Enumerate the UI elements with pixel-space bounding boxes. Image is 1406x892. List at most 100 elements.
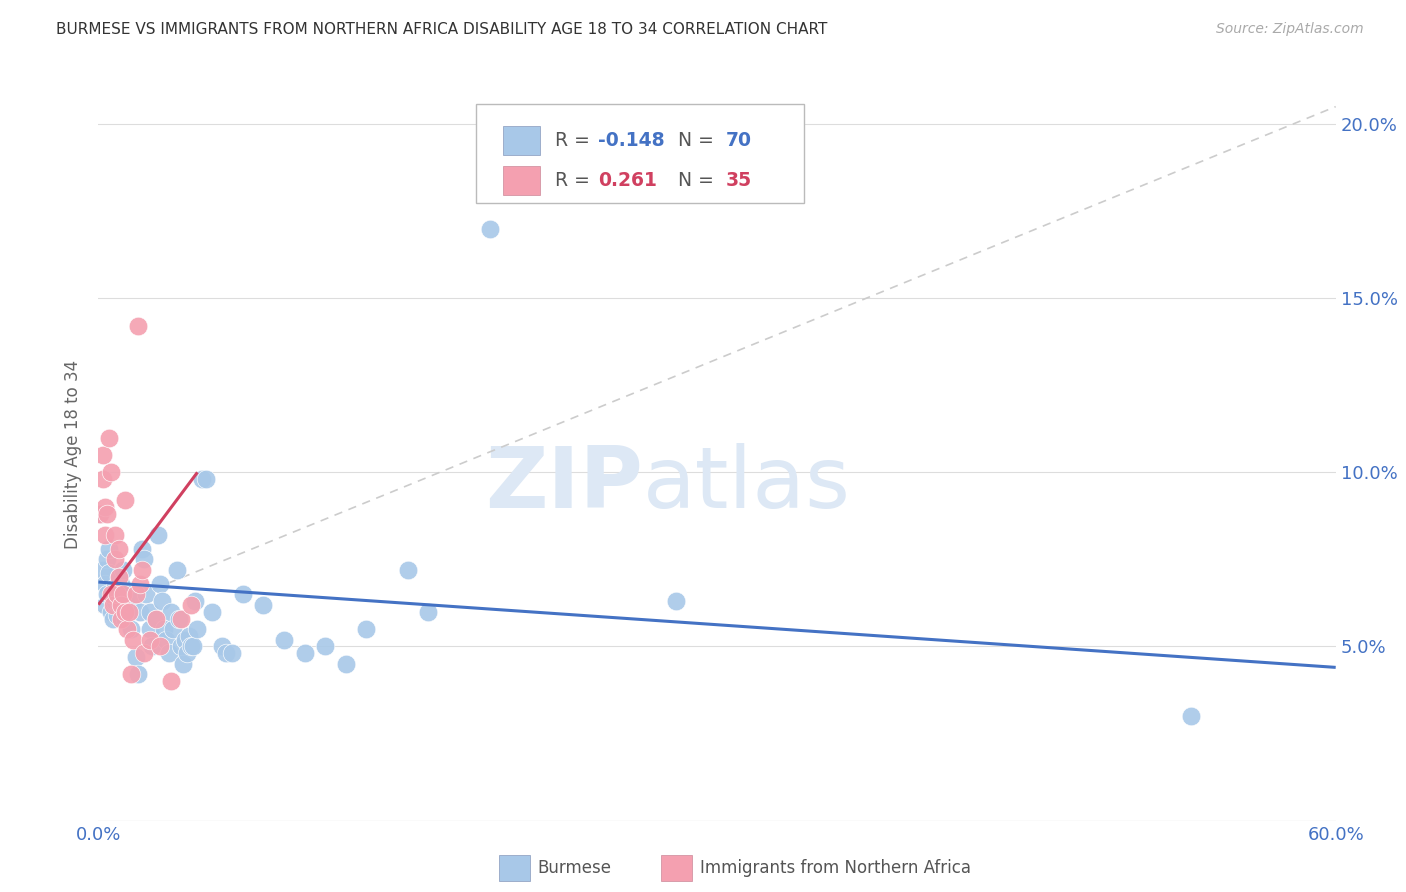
Text: atlas: atlas	[643, 442, 851, 525]
Point	[122, 632, 145, 647]
Point	[157, 647, 180, 661]
Text: N =: N =	[666, 171, 720, 190]
Point	[396, 563, 419, 577]
Point	[184, 594, 207, 608]
Point	[128, 576, 150, 591]
Point	[139, 622, 162, 636]
FancyBboxPatch shape	[503, 166, 540, 195]
Point	[149, 640, 172, 654]
Point	[335, 657, 357, 671]
Point	[117, 587, 139, 601]
Point	[89, 507, 111, 521]
Text: N =: N =	[666, 131, 720, 150]
Point	[97, 566, 120, 581]
Point	[101, 612, 124, 626]
Point	[110, 576, 132, 591]
Point	[665, 594, 688, 608]
Point	[100, 587, 122, 601]
Text: Burmese: Burmese	[537, 859, 612, 877]
Text: R =: R =	[555, 171, 602, 190]
Point	[180, 640, 202, 654]
Point	[1180, 709, 1202, 723]
Point	[150, 594, 173, 608]
Point	[128, 605, 150, 619]
Point	[91, 563, 114, 577]
Point	[132, 647, 155, 661]
Point	[180, 598, 202, 612]
Point	[112, 587, 135, 601]
Point	[93, 500, 115, 515]
Text: 0.261: 0.261	[599, 171, 657, 190]
Point	[170, 640, 193, 654]
FancyBboxPatch shape	[475, 103, 804, 202]
Point	[104, 528, 127, 542]
Point	[117, 622, 139, 636]
Text: -0.148: -0.148	[599, 131, 665, 150]
Point	[201, 605, 224, 619]
Point	[118, 601, 141, 615]
Point	[89, 507, 111, 521]
Point	[96, 507, 118, 521]
Point	[135, 587, 157, 601]
Point	[124, 649, 146, 664]
Point	[112, 563, 135, 577]
Text: ZIP: ZIP	[485, 442, 643, 525]
Point	[155, 632, 177, 647]
Point	[93, 576, 115, 591]
Text: BURMESE VS IMMIGRANTS FROM NORTHERN AFRICA DISABILITY AGE 18 TO 34 CORRELATION C: BURMESE VS IMMIGRANTS FROM NORTHERN AFRI…	[56, 22, 828, 37]
Point	[314, 640, 336, 654]
Point	[252, 598, 274, 612]
Point	[120, 622, 142, 636]
Text: R =: R =	[555, 131, 596, 150]
Point	[139, 605, 162, 619]
Point	[108, 541, 131, 556]
Point	[101, 598, 124, 612]
Point	[294, 647, 316, 661]
Point	[145, 612, 167, 626]
Point	[108, 570, 131, 584]
Point	[167, 612, 190, 626]
Point	[105, 608, 128, 623]
Point	[273, 632, 295, 647]
Point	[122, 594, 145, 608]
Point	[91, 472, 114, 486]
Point	[148, 528, 170, 542]
Point	[479, 221, 502, 235]
Point	[141, 640, 163, 654]
Point	[179, 629, 201, 643]
Point	[93, 528, 115, 542]
Point	[215, 647, 238, 661]
Point	[114, 493, 136, 508]
Point	[194, 472, 217, 486]
Point	[114, 605, 136, 619]
Point	[131, 563, 153, 577]
Point	[105, 587, 128, 601]
Point	[139, 632, 162, 647]
Point	[93, 598, 115, 612]
Point	[174, 632, 197, 647]
Point	[97, 541, 120, 556]
Point	[159, 605, 181, 619]
Point	[132, 552, 155, 566]
Point	[127, 319, 149, 334]
Point	[104, 552, 127, 566]
Point	[149, 576, 172, 591]
Point	[100, 605, 122, 619]
Point	[91, 448, 114, 462]
Point	[114, 612, 136, 626]
Point	[131, 541, 153, 556]
Point	[110, 598, 132, 612]
Point	[356, 622, 378, 636]
Point	[104, 594, 127, 608]
Text: Immigrants from Northern Africa: Immigrants from Northern Africa	[700, 859, 972, 877]
Point	[232, 587, 254, 601]
Point	[221, 647, 243, 661]
Point	[96, 552, 118, 566]
Point	[101, 594, 124, 608]
Point	[170, 612, 193, 626]
Text: Source: ZipAtlas.com: Source: ZipAtlas.com	[1216, 22, 1364, 37]
Point	[104, 580, 127, 594]
Point	[418, 605, 440, 619]
Y-axis label: Disability Age 18 to 34: Disability Age 18 to 34	[65, 360, 83, 549]
Point	[100, 466, 122, 480]
